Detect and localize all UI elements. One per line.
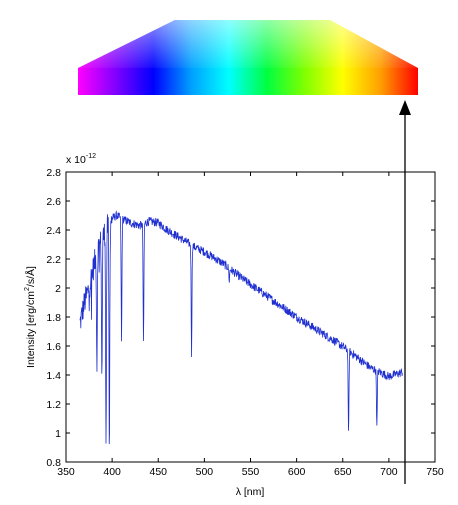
x-tick-label: 650 xyxy=(334,466,352,478)
y-tick-label: 1.2 xyxy=(46,399,61,411)
y-axis-label-pre: Intensity [erg/cm xyxy=(25,291,37,368)
y-tick-label: 1.6 xyxy=(46,341,61,353)
x-axis-label: λ [nm] xyxy=(236,486,265,498)
x-axis-ticks: 350 400 450 500 550 600 650 700 750 xyxy=(57,172,444,478)
x-tick-label: 700 xyxy=(380,466,398,478)
y-exponent-power: -12 xyxy=(86,153,96,160)
rainbow-trapezoid-fade xyxy=(78,20,418,68)
y-axis-label-post: /s/Å] xyxy=(24,266,37,287)
y-tick-label: 2.8 xyxy=(46,167,61,179)
y-tick-label: 2 xyxy=(55,283,61,295)
x-tick-label: 400 xyxy=(103,466,121,478)
y-tick-label: 1 xyxy=(55,428,61,440)
y-exponent-base: x 10 xyxy=(66,154,86,166)
red-end-arrow xyxy=(399,100,411,484)
x-tick-label: 750 xyxy=(426,466,444,478)
y-axis-label: Intensity [erg/cm2/s/Å] xyxy=(24,266,37,368)
x-tick-label: 500 xyxy=(196,466,214,478)
y-tick-label: 1.4 xyxy=(46,370,61,382)
y-tick-label: 0.8 xyxy=(46,457,61,469)
x-tick-label: 350 xyxy=(57,466,75,478)
y-tick-label: 2.6 xyxy=(46,196,61,208)
rainbow-banner xyxy=(78,20,418,95)
y-axis-label-sup: 2 xyxy=(24,287,31,291)
rainbow-bar xyxy=(78,68,418,95)
x-tick-label: 600 xyxy=(288,466,306,478)
x-tick-label: 450 xyxy=(149,466,167,478)
arrow-head-icon xyxy=(399,100,411,115)
y-axis-ticks: 0.8 1 1.2 1.4 1.6 1.8 2 2.2 2.4 2.6 2.8 xyxy=(46,167,435,469)
x-tick-label: 550 xyxy=(242,466,260,478)
y-exponent-label: x 10-12 xyxy=(66,153,96,166)
y-tick-label: 1.8 xyxy=(46,312,61,324)
y-tick-label: 2.4 xyxy=(46,225,61,237)
y-tick-label: 2.2 xyxy=(46,254,61,266)
spectrum-series-line xyxy=(79,210,403,445)
